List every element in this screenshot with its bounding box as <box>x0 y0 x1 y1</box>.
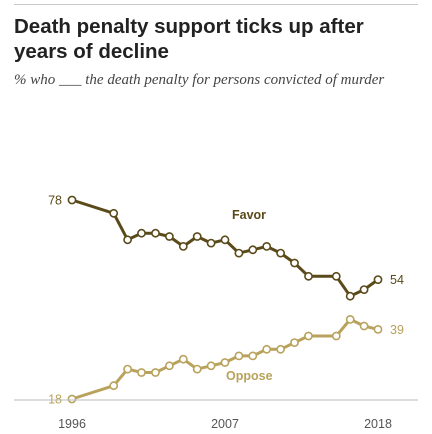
start-value-label-favor: 78 <box>48 194 62 208</box>
data-point-favor <box>276 248 285 258</box>
data-point-oppose <box>234 351 244 361</box>
series-label-favor: Favor <box>232 208 266 222</box>
data-point-favor <box>67 195 77 205</box>
data-point-oppose <box>359 321 369 331</box>
data-point-favor <box>178 241 188 251</box>
end-value-label-favor: 54 <box>390 273 404 287</box>
data-point-oppose <box>151 368 160 377</box>
data-point-oppose <box>137 368 146 377</box>
data-point-oppose <box>345 314 355 324</box>
data-point-favor <box>373 275 383 284</box>
data-point-oppose <box>164 361 174 371</box>
axis-layer: 1996 2007 2018 <box>58 417 392 431</box>
data-point-favor <box>331 271 341 281</box>
data-point-favor <box>164 232 174 241</box>
data-point-favor <box>345 291 355 301</box>
data-point-oppose <box>262 344 272 354</box>
data-point-favor <box>248 245 258 255</box>
data-point-oppose <box>109 381 119 391</box>
data-point-favor <box>220 235 230 245</box>
data-point-favor <box>304 271 313 281</box>
top-rule <box>14 4 418 5</box>
x-tick-label: 2018 <box>364 417 392 431</box>
data-point-favor <box>109 208 119 218</box>
data-point-oppose <box>331 331 341 341</box>
series-label-oppose: Oppose <box>226 369 273 383</box>
data-point-favor <box>234 248 244 258</box>
series-favor: 78 54 Favor <box>48 194 404 301</box>
data-point-favor <box>123 235 132 245</box>
chart-title: Death penalty support ticks up after yea… <box>14 15 364 63</box>
data-point-oppose <box>206 361 216 371</box>
x-tick-label: 2007 <box>211 417 239 431</box>
data-point-oppose <box>67 394 77 404</box>
end-value-label-oppose: 39 <box>390 323 404 337</box>
data-point-favor <box>290 258 299 268</box>
data-point-oppose <box>276 344 285 354</box>
data-point-oppose <box>178 354 188 364</box>
data-point-oppose <box>290 338 299 347</box>
data-point-favor <box>262 241 272 251</box>
data-point-favor <box>359 285 369 294</box>
x-tick-label: 1996 <box>58 417 86 431</box>
data-point-oppose <box>220 358 230 367</box>
data-point-favor <box>137 228 146 238</box>
data-point-oppose <box>373 324 383 334</box>
data-point-oppose <box>192 364 202 374</box>
data-point-oppose <box>304 331 313 341</box>
data-point-favor <box>192 232 202 241</box>
data-point-oppose <box>123 364 132 374</box>
data-point-favor <box>151 228 160 238</box>
data-point-oppose <box>248 351 258 361</box>
chart-subtitle: % who ___ the death penalty for persons … <box>14 72 385 88</box>
data-point-favor <box>206 238 216 248</box>
